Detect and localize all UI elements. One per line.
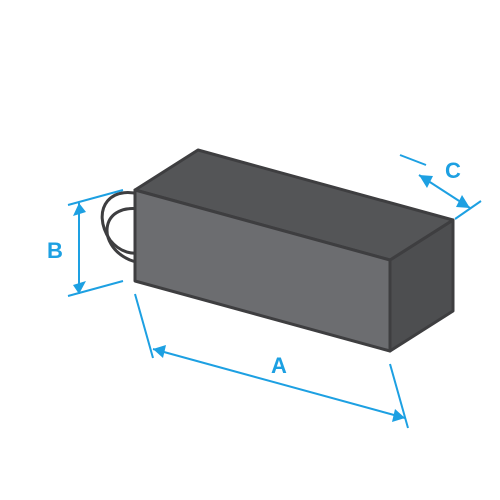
dimension-diagram: A B C [0, 0, 500, 500]
dimension-label-B: B [47, 238, 63, 263]
dimension-label-C: C [445, 158, 461, 183]
dimension-label-A: A [271, 353, 287, 378]
